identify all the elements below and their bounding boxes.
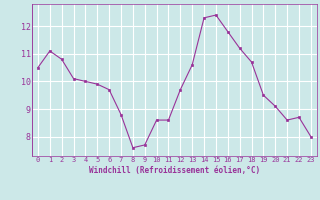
X-axis label: Windchill (Refroidissement éolien,°C): Windchill (Refroidissement éolien,°C) [89,166,260,175]
